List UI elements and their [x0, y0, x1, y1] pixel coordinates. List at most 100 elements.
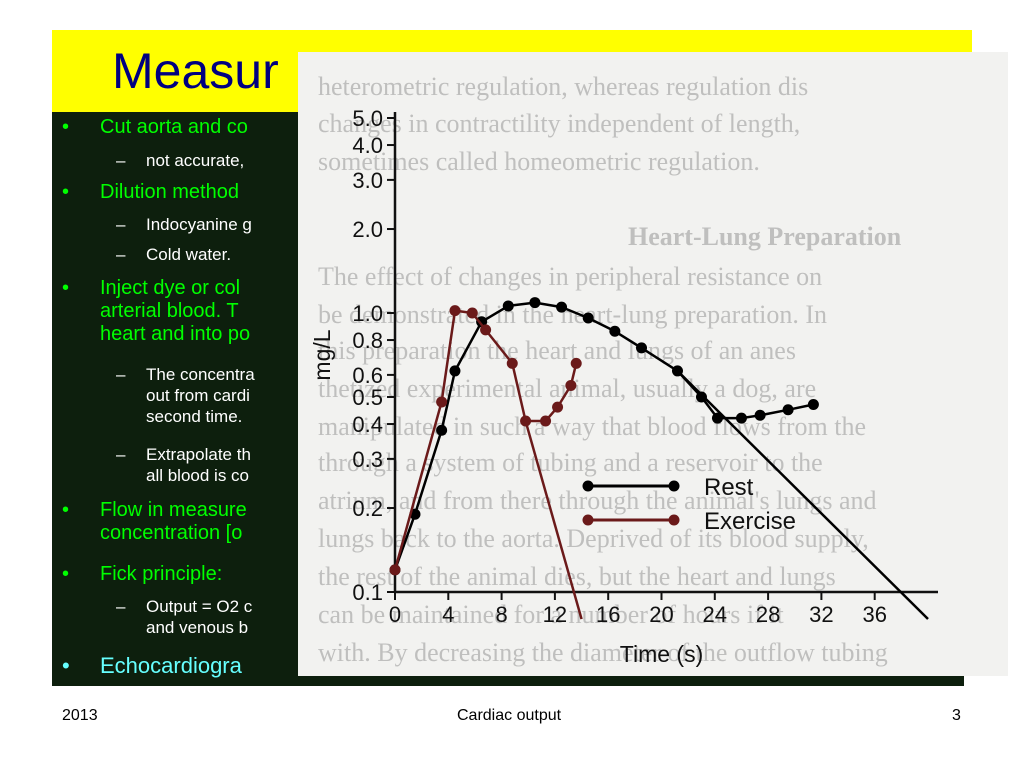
sub-bullet-line: and venous b: [146, 618, 249, 637]
bullet-line: concentration [o: [100, 522, 243, 544]
sub-bullet-text: Indocyanine g: [146, 215, 252, 234]
figure-background-line: the rest of the animal dies, but the hea…: [318, 562, 836, 591]
figure-background-line: heterometric regulation, whereas regulat…: [318, 72, 809, 101]
slide-title: Measur: [112, 43, 279, 99]
bullet-line: Flow in measure: [100, 499, 247, 521]
y-tick-label: 0.3: [352, 447, 383, 472]
rest-data-point: [436, 424, 448, 436]
bullet-dot: •: [62, 116, 70, 138]
bullet-dilution-method: • Dilution method: [62, 181, 239, 204]
bullet-dot: •: [62, 181, 70, 203]
bullet-dot: •: [62, 653, 70, 678]
rest-data-point: [636, 342, 648, 354]
sub-bullet-not-accurate: – not accurate,: [116, 150, 244, 171]
sub-bullet-extrapolate: – Extrapolate th all blood is co: [116, 444, 251, 486]
rest-data-point: [735, 412, 747, 424]
sub-bullet-output: – Output = O2 c and venous b: [116, 596, 253, 638]
y-tick-label: 0.6: [352, 363, 383, 388]
figure-background-line: The effect of changes in peripheral resi…: [318, 262, 823, 291]
legend-label-rest: Rest: [704, 474, 754, 501]
sub-dash: –: [116, 445, 126, 464]
sub-bullet-line: all blood is co: [146, 466, 250, 485]
sub-bullet-concentration: – The concentra out from cardi second ti…: [116, 364, 255, 427]
figure-background-line: changes in contractility independent of …: [318, 109, 801, 138]
exercise-data-point: [506, 357, 518, 369]
y-tick-label: 0.4: [352, 412, 383, 437]
y-tick-label: 0.8: [352, 328, 383, 353]
x-axis-label: Time (s): [620, 641, 703, 667]
x-tick-label: 16: [596, 602, 620, 627]
rest-data-point: [782, 404, 794, 416]
exercise-data-point: [540, 415, 552, 427]
bullet-fick-principle: • Fick principle:: [62, 563, 223, 586]
rest-data-point: [502, 300, 514, 312]
x-tick-label: 8: [495, 602, 507, 627]
sub-bullet-indocyanine: – Indocyanine g: [116, 214, 252, 235]
y-tick-label: 0.2: [352, 496, 383, 521]
bullet-echocardiography: • Echocardiogra: [62, 653, 242, 678]
rest-extrapolation-line: [676, 370, 929, 620]
figure-background-line: with. By decreasing the diameter of the …: [318, 638, 888, 667]
rest-data-point: [609, 325, 621, 337]
y-tick-label: 2.0: [352, 217, 383, 242]
rest-data-point: [807, 398, 819, 410]
indicator-dilution-figure: heterometric regulation, whereas regulat…: [298, 52, 1008, 676]
rest-data-point: [556, 301, 568, 313]
y-tick-label: 0.1: [352, 580, 383, 605]
sub-dash: –: [116, 597, 126, 616]
x-tick-label: 36: [862, 602, 886, 627]
x-tick-label: 20: [649, 602, 673, 627]
exercise-data-point: [552, 401, 564, 413]
bullet-line: heart and into po: [100, 323, 251, 345]
bullet-dot: •: [62, 563, 70, 585]
rest-data-point: [695, 391, 707, 403]
exercise-data-point: [480, 324, 492, 336]
footer-date: 2013: [62, 707, 98, 724]
sub-bullet-line: Output = O2 c: [146, 597, 253, 616]
y-tick-label: 4.0: [352, 133, 383, 158]
sub-dash: –: [116, 215, 126, 234]
y-tick-label: 1.0: [352, 301, 383, 326]
legend-marker-exercise: [582, 514, 594, 526]
x-tick-label: 0: [389, 602, 401, 627]
bullet-text: Dilution method: [100, 181, 239, 203]
exercise-data-point: [520, 415, 532, 427]
exercise-data-point: [570, 357, 582, 369]
sub-dash: –: [116, 365, 126, 384]
y-tick-label: 5.0: [352, 106, 383, 131]
figure-background-text: heterometric regulation, whereas regulat…: [298, 52, 1008, 676]
y-tick-label: 3.0: [352, 168, 383, 193]
legend-marker-rest: [582, 480, 594, 492]
y-tick-label: 0.5: [352, 385, 383, 410]
exercise-data-point: [466, 307, 478, 319]
sub-dash: –: [116, 151, 126, 170]
rest-data-point: [582, 312, 594, 324]
sub-dash: –: [116, 245, 126, 264]
sub-bullet-line: second time.: [146, 407, 243, 426]
bullet-text: Echocardiogra: [100, 653, 242, 678]
legend-marker-exercise: [668, 514, 680, 526]
bullet-text: Cut aorta and co: [100, 116, 248, 138]
x-tick-label: 28: [756, 602, 780, 627]
exercise-data-point: [565, 379, 577, 391]
bullet-cut-aorta: • Cut aorta and co: [62, 116, 248, 139]
bullet-line: Inject dye or col: [100, 277, 241, 299]
rest-data-point: [711, 412, 723, 424]
exercise-data-point: [436, 396, 448, 408]
x-tick-label: 4: [442, 602, 454, 627]
exercise-data-point: [449, 305, 461, 317]
bullet-inject-dye: • Inject dye or col arterial blood. T he…: [62, 277, 251, 346]
bullet-text: Fick principle:: [100, 563, 223, 585]
bullet-line: arterial blood. T: [100, 300, 239, 322]
legend-marker-rest: [668, 480, 680, 492]
figure-background-line: can be maintained for a number of hours …: [318, 600, 784, 629]
sub-bullet-line: Extrapolate th: [146, 445, 251, 464]
x-tick-label: 24: [703, 602, 727, 627]
exercise-extrapolation-line: [524, 420, 583, 620]
bullet-dot: •: [62, 499, 70, 521]
rest-data-point: [449, 365, 461, 377]
figure-background-line: be demonstrated in the heart-lung prepar…: [318, 300, 827, 329]
y-axis-label: mg/L: [309, 329, 335, 380]
exercise-series-line: [393, 309, 578, 571]
figure-background-line: manipulated in such a way that blood flo…: [318, 412, 867, 441]
